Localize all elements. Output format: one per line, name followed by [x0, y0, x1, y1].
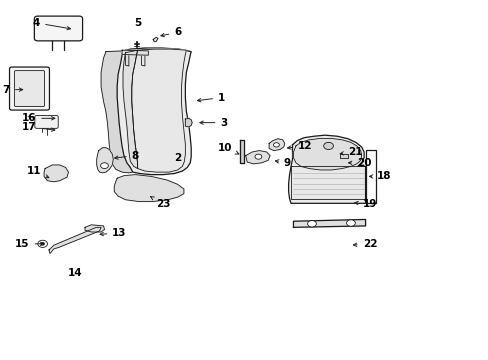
Text: 16: 16 [22, 113, 55, 123]
Polygon shape [125, 50, 129, 66]
FancyBboxPatch shape [14, 71, 44, 107]
Text: 8: 8 [115, 150, 139, 161]
Text: 10: 10 [218, 143, 238, 154]
Text: 4: 4 [33, 18, 70, 30]
Polygon shape [293, 220, 365, 227]
Circle shape [346, 220, 355, 226]
Polygon shape [268, 139, 284, 150]
Polygon shape [123, 50, 137, 168]
FancyBboxPatch shape [35, 116, 58, 129]
Circle shape [323, 142, 333, 149]
Circle shape [254, 154, 261, 159]
Polygon shape [85, 225, 104, 232]
Circle shape [273, 143, 279, 147]
Polygon shape [122, 50, 148, 55]
Circle shape [101, 163, 108, 168]
Text: 1: 1 [197, 93, 225, 103]
Text: 22: 22 [353, 239, 376, 249]
Bar [365, 149, 375, 203]
Text: 9: 9 [275, 158, 290, 168]
Polygon shape [288, 135, 365, 203]
Text: 3: 3 [200, 118, 227, 128]
Text: 15: 15 [15, 239, 43, 249]
Polygon shape [185, 118, 192, 127]
FancyBboxPatch shape [34, 16, 82, 41]
Polygon shape [153, 37, 158, 41]
Polygon shape [339, 154, 347, 158]
Text: 18: 18 [368, 171, 391, 181]
Text: 14: 14 [68, 268, 82, 278]
Text: 6: 6 [161, 27, 181, 37]
Text: 13: 13 [100, 228, 126, 238]
Polygon shape [114, 175, 183, 202]
Text: 23: 23 [150, 197, 170, 210]
Text: 17: 17 [21, 122, 55, 132]
Polygon shape [101, 51, 132, 173]
Polygon shape [245, 150, 269, 164]
Text: 2: 2 [174, 153, 181, 163]
Text: 5: 5 [133, 18, 141, 28]
Polygon shape [97, 148, 113, 173]
Text: 21: 21 [340, 147, 362, 157]
Text: 7: 7 [2, 85, 22, 95]
Text: 20: 20 [348, 158, 370, 168]
Polygon shape [49, 227, 101, 253]
Circle shape [307, 221, 316, 227]
Polygon shape [293, 138, 361, 170]
Polygon shape [240, 140, 244, 163]
Polygon shape [117, 48, 191, 175]
Circle shape [38, 240, 47, 247]
Text: 19: 19 [354, 199, 376, 210]
Polygon shape [141, 50, 144, 66]
Polygon shape [44, 165, 68, 182]
Text: 12: 12 [287, 141, 311, 151]
FancyBboxPatch shape [9, 67, 49, 110]
Polygon shape [290, 166, 365, 199]
Text: 11: 11 [27, 166, 49, 178]
Polygon shape [131, 49, 186, 172]
Circle shape [41, 243, 44, 245]
